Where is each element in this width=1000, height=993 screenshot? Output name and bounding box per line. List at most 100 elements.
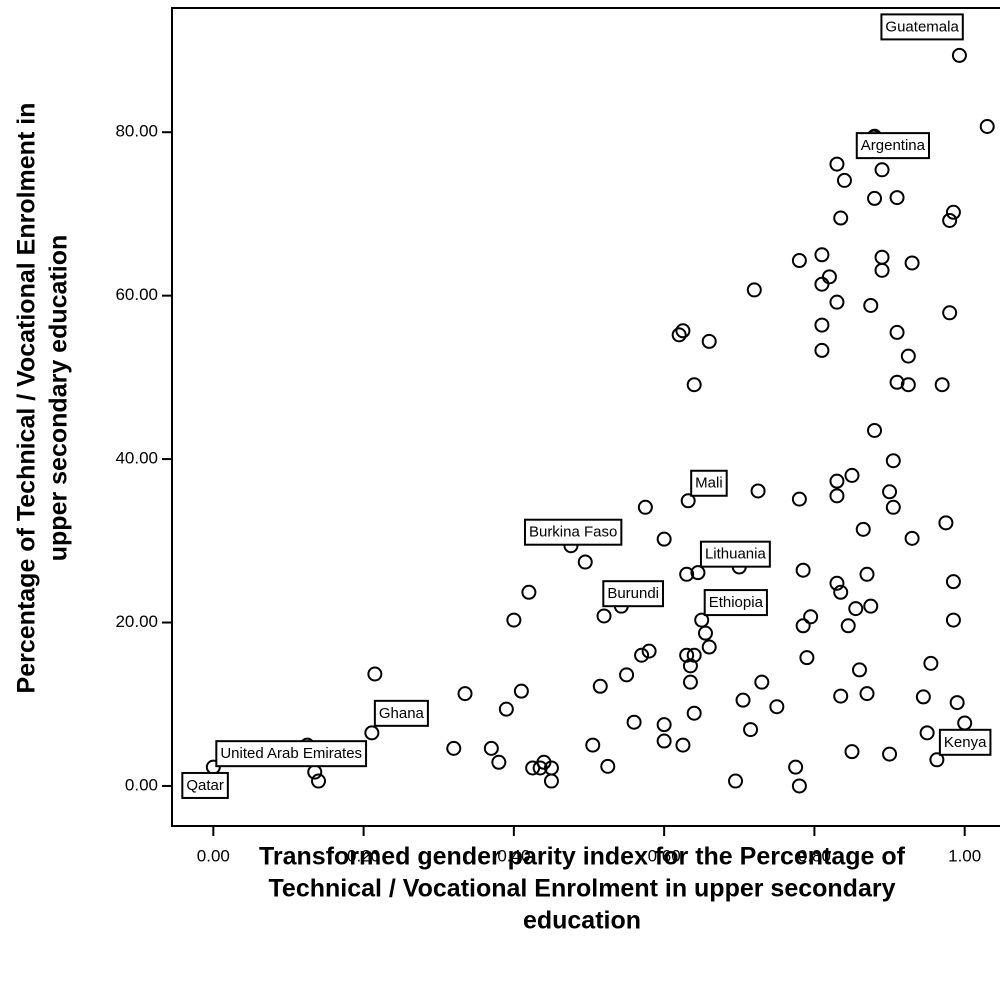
point	[885, 499, 901, 515]
point	[498, 701, 514, 717]
point	[728, 773, 744, 789]
point	[694, 612, 710, 628]
point	[979, 118, 995, 134]
annotation-label: Burundi	[607, 585, 659, 602]
point	[690, 565, 706, 581]
point	[367, 666, 383, 682]
point	[957, 715, 973, 731]
point	[829, 488, 845, 504]
point	[701, 333, 717, 349]
point	[814, 247, 830, 263]
point	[923, 655, 939, 671]
point	[803, 609, 819, 625]
x-tick-label: 1.00	[948, 846, 981, 865]
annotation-box	[523, 518, 623, 546]
point	[814, 342, 830, 358]
point	[814, 317, 830, 333]
point	[889, 324, 905, 340]
point	[697, 625, 713, 641]
point	[656, 717, 672, 733]
point	[791, 778, 807, 794]
annotation-label: Lithuania	[705, 546, 767, 563]
point	[915, 689, 931, 705]
point	[949, 695, 965, 711]
point	[641, 643, 657, 659]
point	[844, 744, 860, 760]
point	[863, 297, 879, 313]
x-axis-title: Transformed gender parity index for the …	[259, 843, 906, 871]
point	[686, 705, 702, 721]
annotation-box	[215, 740, 368, 768]
point	[874, 249, 890, 265]
x-axis-title: Technical / Vocational Enrolment in uppe…	[269, 875, 896, 903]
point	[945, 612, 961, 628]
annotation-label: Guatemala	[885, 18, 959, 35]
x-tick-label: 0.60	[648, 846, 681, 865]
annotation-label: Ethiopia	[709, 594, 764, 611]
point	[791, 253, 807, 269]
point	[671, 327, 687, 343]
point	[795, 562, 811, 578]
point	[951, 47, 967, 63]
annotation-box	[855, 132, 930, 160]
annotation-box	[880, 13, 964, 41]
point	[585, 737, 601, 753]
point	[829, 294, 845, 310]
annotation-box	[373, 699, 429, 727]
point	[851, 662, 867, 678]
point	[521, 584, 537, 600]
point	[934, 377, 950, 393]
point	[446, 740, 462, 756]
x-tick-label: 0.20	[347, 846, 380, 865]
point	[513, 683, 529, 699]
point	[829, 575, 845, 591]
annotation-box	[602, 580, 665, 608]
y-tick-label: 0.00	[125, 775, 158, 794]
point	[619, 667, 635, 683]
point	[904, 530, 920, 546]
annotation-label: Burkina Faso	[529, 524, 617, 541]
point	[525, 760, 541, 776]
point	[750, 483, 766, 499]
point	[829, 156, 845, 172]
point	[491, 754, 507, 770]
point	[859, 566, 875, 582]
point	[855, 521, 871, 537]
point	[844, 467, 860, 483]
point	[769, 699, 785, 715]
annotation-box	[703, 589, 768, 617]
plot-frame	[171, 7, 1000, 827]
point	[626, 714, 642, 730]
point	[942, 305, 958, 321]
point	[867, 422, 883, 438]
point	[874, 162, 890, 178]
point	[656, 733, 672, 749]
point	[859, 686, 875, 702]
annotation-label: Argentina	[861, 137, 926, 154]
point	[929, 752, 945, 768]
point	[682, 674, 698, 690]
point	[848, 601, 864, 617]
point	[483, 740, 499, 756]
point	[863, 598, 879, 614]
point	[829, 473, 845, 489]
point	[945, 574, 961, 590]
point	[833, 584, 849, 600]
annotation-box	[699, 540, 771, 568]
point	[701, 639, 717, 655]
point	[596, 608, 612, 624]
point	[836, 172, 852, 188]
point	[754, 674, 770, 690]
point	[682, 658, 698, 674]
y-tick-label: 80.00	[115, 122, 158, 141]
point	[889, 190, 905, 206]
point	[743, 722, 759, 738]
annotation-box	[181, 771, 229, 799]
annotation-label: Qatar	[186, 777, 224, 794]
point	[889, 374, 905, 390]
point	[882, 484, 898, 500]
x-tick-label: 0.80	[798, 846, 831, 865]
point	[506, 612, 522, 628]
y-axis-title: Percentage of Technical / Vocational Enr…	[13, 103, 41, 694]
